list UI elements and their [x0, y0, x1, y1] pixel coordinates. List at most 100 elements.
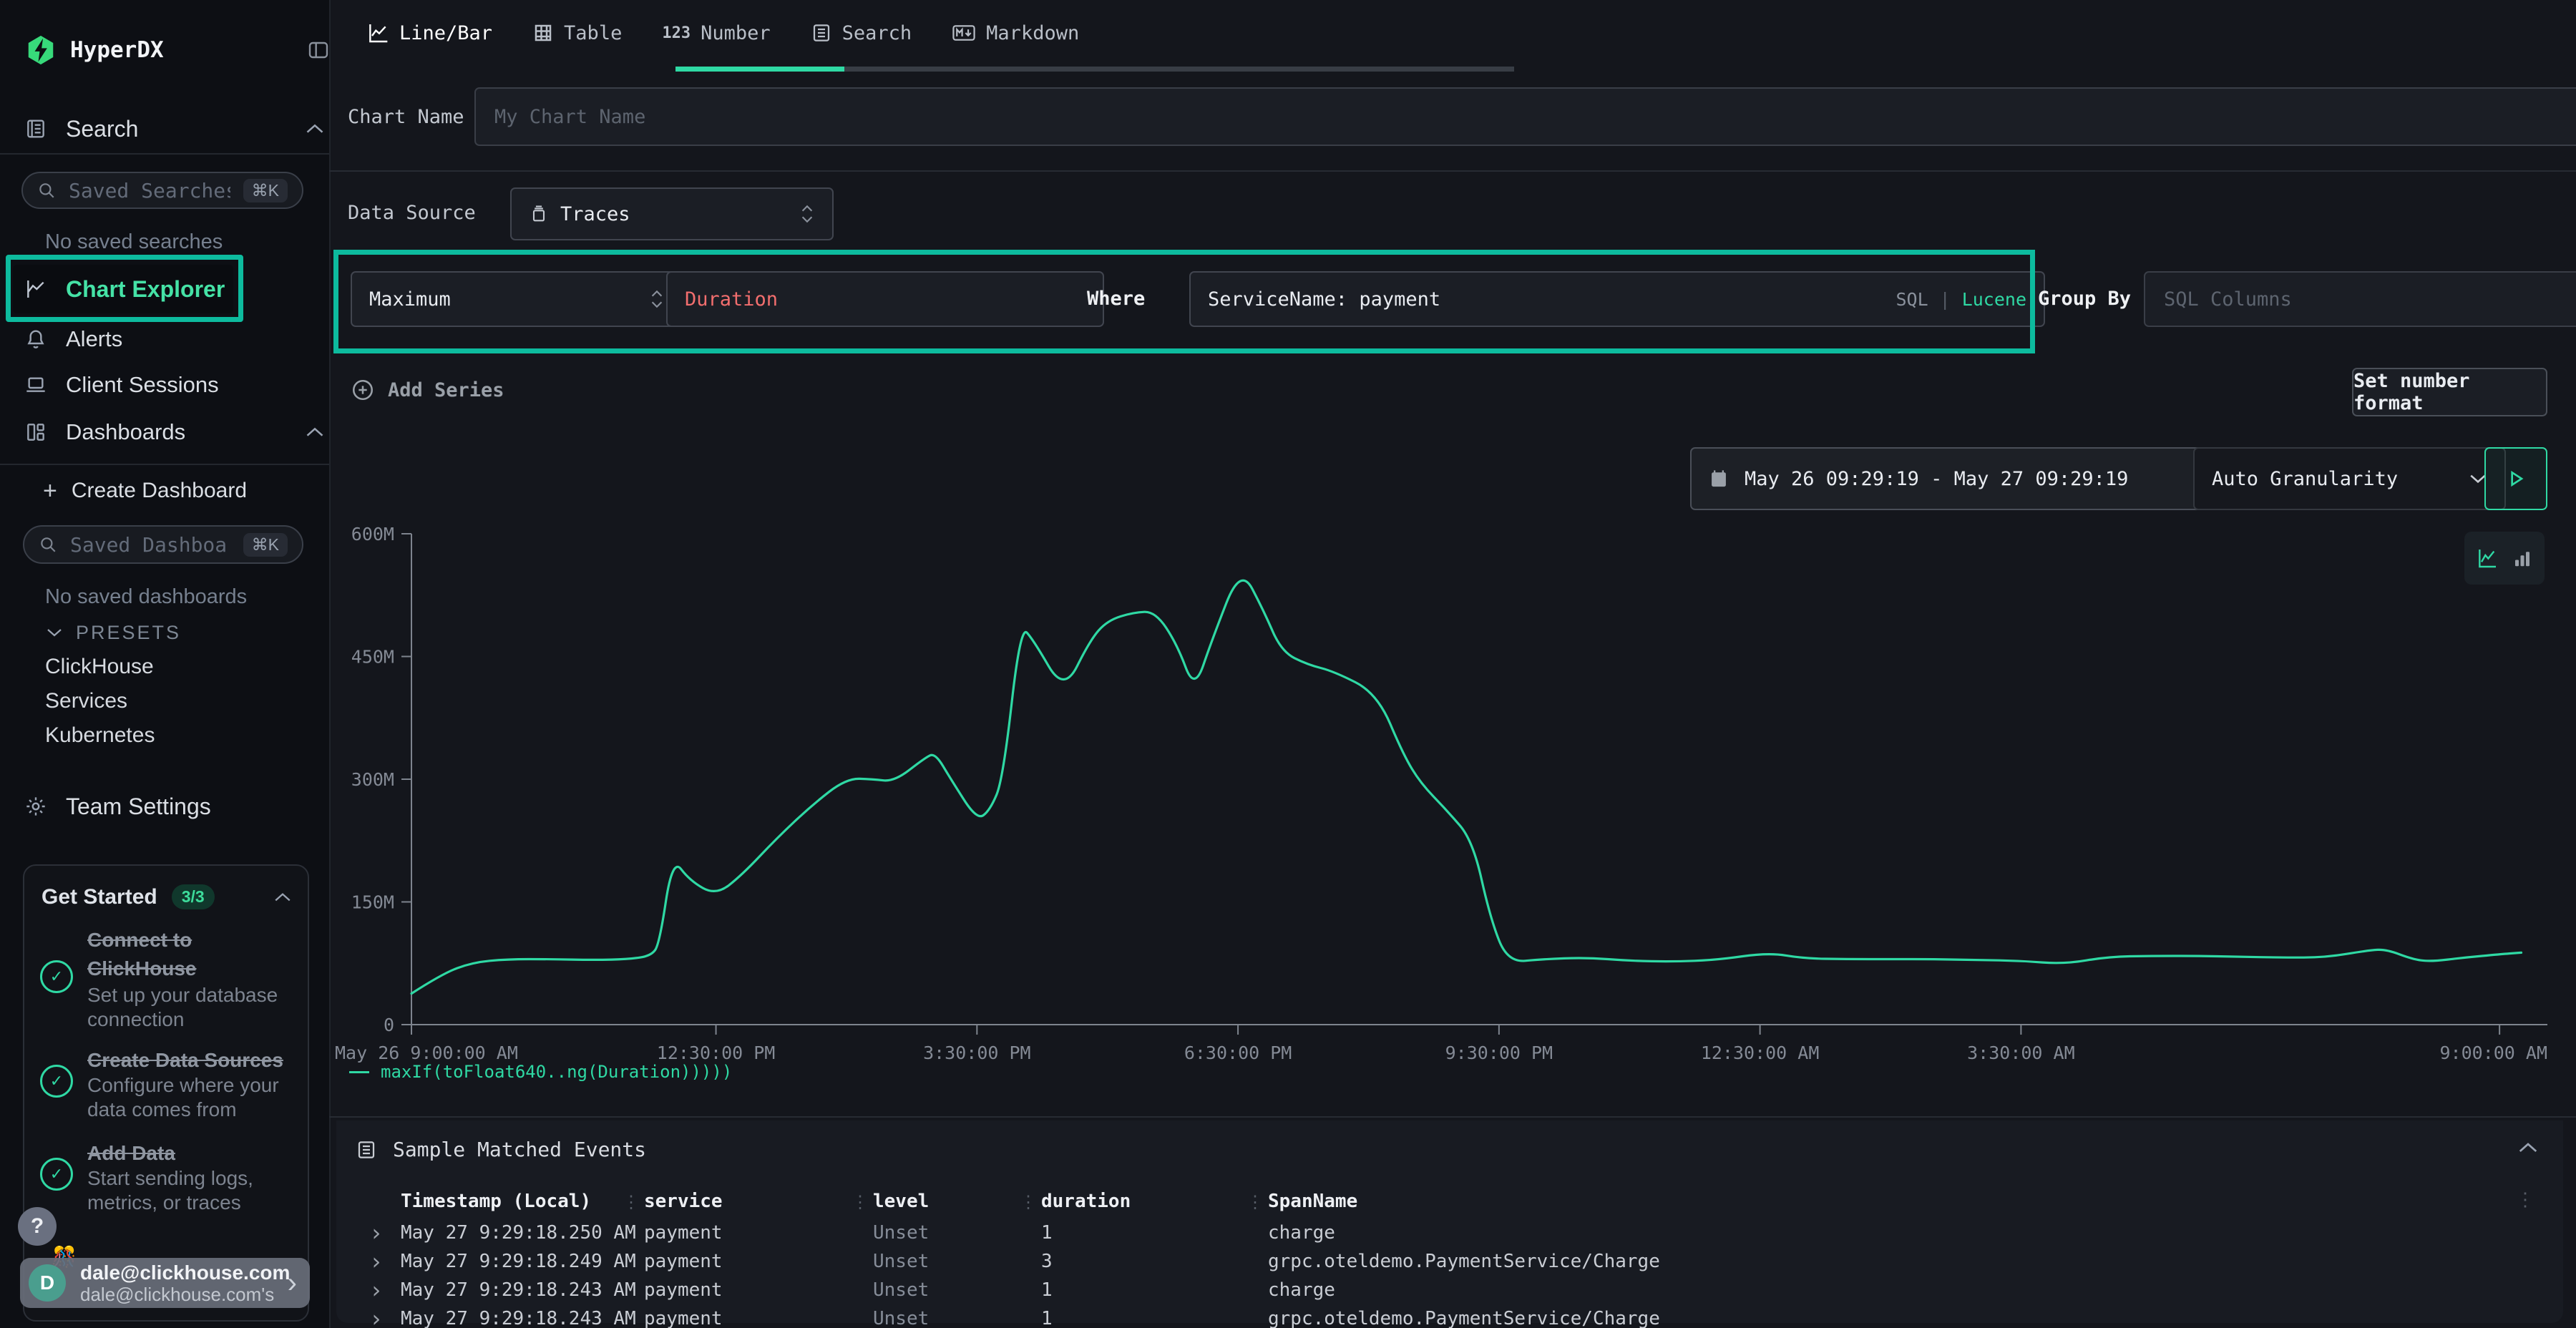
column-grip-icon[interactable]: ⋮ [623, 1192, 640, 1212]
sql-mode-toggle[interactable]: SQL [1896, 289, 1928, 310]
chevron-up-icon[interactable] [273, 892, 292, 903]
chart-name-input[interactable] [493, 105, 2564, 129]
column-header[interactable]: Timestamp (Local) [401, 1191, 644, 1212]
events-title-row: Sample Matched Events [356, 1138, 646, 1161]
help-button[interactable]: ? [18, 1207, 57, 1246]
divider [0, 153, 329, 155]
timeseries-chart[interactable]: 0150M300M450M600MMay 26 9:00:00 AM12:30:… [329, 501, 2576, 1088]
sidebar-item-alerts[interactable]: Alerts [0, 323, 353, 355]
sidebar-item-chart-explorer[interactable]: Chart Explorer [13, 265, 233, 313]
sidebar-item-services[interactable]: Services [45, 689, 127, 713]
column-menu-icon[interactable]: ⋮ [2516, 1189, 2534, 1211]
data-source-select[interactable]: Traces [510, 187, 834, 240]
group-by-input[interactable] [2162, 288, 2563, 311]
legend-swatch [349, 1071, 369, 1073]
tab-search[interactable]: Search [791, 0, 932, 66]
cell-service: payment [644, 1222, 873, 1244]
cell-service: payment [644, 1279, 873, 1301]
collapse-sidebar-icon[interactable] [306, 39, 331, 62]
table-row[interactable]: ›May 27 9:29:18.250 AMpaymentUnset1charg… [358, 1219, 2547, 1247]
sidebar-item-client-sessions[interactable]: Client Sessions [0, 369, 353, 401]
lucene-mode-toggle[interactable]: Lucene [1962, 289, 2026, 310]
column-grip-icon[interactable]: ⋮ [852, 1192, 869, 1212]
chevron-up-icon[interactable] [305, 426, 325, 439]
add-series-button[interactable]: Add Series [351, 378, 504, 402]
granularity-value: Auto Granularity [2212, 468, 2398, 490]
task-desc: data comes from [87, 1098, 279, 1122]
cell-duration: 1 [1041, 1222, 1268, 1244]
svg-text:9:30:00 PM: 9:30:00 PM [1445, 1043, 1553, 1063]
get-started-progress-badge: 3/3 [172, 884, 215, 909]
tab-number[interactable]: 123 Number [642, 0, 790, 66]
cell-duration: 3 [1041, 1251, 1268, 1272]
task-title: Connect to [87, 926, 197, 954]
table-row[interactable]: ›May 27 9:29:18.243 AMpaymentUnset1grpc.… [358, 1304, 2547, 1328]
field-input-wrap: Duration [666, 271, 1104, 327]
field-value[interactable]: Duration [685, 288, 778, 311]
check-circle-icon: ✓ [40, 960, 73, 993]
cell-level: Unset [873, 1279, 1041, 1301]
presets-toggle[interactable]: PRESETS [0, 620, 375, 645]
set-number-format-button[interactable]: Set number format [2352, 368, 2547, 416]
chevron-down-icon [46, 627, 63, 638]
tab-line-bar[interactable]: Line/Bar [346, 0, 512, 66]
saved-dashboards-field[interactable] [69, 532, 232, 557]
plus-icon: + [43, 480, 57, 502]
user-menu[interactable]: D dale@clickhouse.com dale@clickhouse.co… [20, 1258, 310, 1308]
sidebar-item-dashboards[interactable]: Dashboards [0, 416, 353, 448]
task-title: Add Data [87, 1139, 175, 1168]
chart-legend: maxIf(toFloat640..ng(Duration))))) [349, 1062, 732, 1082]
brand-name: HyperDX [70, 37, 164, 63]
column-header[interactable]: ⋮duration [1041, 1191, 1268, 1212]
row-expand-icon[interactable]: › [358, 1276, 401, 1304]
cell-timestamp-local-: May 27 9:29:18.249 AM [401, 1251, 644, 1272]
no-saved-searches-text: No saved searches [45, 230, 223, 254]
create-dashboard-button[interactable]: + Create Dashboard [0, 477, 372, 505]
cell-timestamp-local-: May 27 9:29:18.243 AM [401, 1279, 644, 1301]
sidebar-item-team-settings[interactable]: Team Settings [0, 790, 353, 823]
updown-chevron-icon [799, 203, 815, 225]
column-grip-icon[interactable]: ⋮ [1246, 1192, 1264, 1212]
user-email: dale@clickhouse.com [80, 1261, 288, 1284]
group-by-input-wrap [2144, 271, 2576, 327]
presets-label: PRESETS [76, 622, 181, 644]
table-row[interactable]: ›May 27 9:29:18.249 AMpaymentUnset3grpc.… [358, 1247, 2547, 1276]
get-started-title: Get Started [42, 885, 157, 909]
column-header[interactable]: ⋮level [873, 1191, 1041, 1212]
task-desc: Set up your database [87, 983, 278, 1007]
tab-label: Line/Bar [399, 22, 492, 44]
saved-dashboards-input[interactable]: ⌘K [23, 525, 303, 564]
markdown-icon [952, 22, 976, 44]
tab-table[interactable]: Table [512, 0, 642, 66]
legend-label: maxIf(toFloat640..ng(Duration))))) [381, 1062, 732, 1082]
tab-markdown[interactable]: Markdown [932, 0, 1099, 66]
chevron-right-icon: › [288, 1267, 297, 1299]
task-title: ClickHouse [87, 954, 197, 983]
row-expand-icon[interactable]: › [358, 1248, 401, 1275]
list-icon [356, 1139, 377, 1161]
sidebar-item-clickhouse[interactable]: ClickHouse [45, 655, 154, 679]
column-header[interactable]: ⋮SpanName [1268, 1191, 2547, 1212]
saved-searches-field[interactable] [67, 178, 232, 203]
row-expand-icon[interactable]: › [358, 1219, 401, 1246]
chart-name-label: Chart Name [348, 106, 464, 128]
chart-name-input-wrap [474, 87, 2576, 146]
chevron-up-icon[interactable] [2517, 1141, 2539, 1155]
sidebar-item-search[interactable]: Search [0, 113, 353, 145]
sidebar-item-kubernetes[interactable]: Kubernetes [45, 723, 155, 748]
chevron-up-icon[interactable] [305, 122, 325, 135]
tab-label: Number [701, 22, 771, 44]
column-grip-icon[interactable]: ⋮ [1020, 1192, 1037, 1212]
sidebar-item-label: Chart Explorer [66, 276, 225, 303]
task-desc: Start sending logs, [87, 1166, 253, 1191]
column-header[interactable]: ⋮service [644, 1191, 873, 1212]
avatar: D [29, 1264, 66, 1302]
task-desc: connection [87, 1007, 278, 1032]
where-value[interactable]: ServiceName: payment [1208, 288, 1440, 311]
cell-duration: 1 [1041, 1279, 1268, 1301]
saved-searches-input[interactable]: ⌘K [21, 172, 303, 209]
table-row[interactable]: ›May 27 9:29:18.243 AMpaymentUnset1charg… [358, 1276, 2547, 1304]
row-expand-icon[interactable]: › [358, 1305, 401, 1328]
aggregation-select[interactable]: Maximum [351, 271, 683, 327]
gear-icon [24, 795, 47, 818]
